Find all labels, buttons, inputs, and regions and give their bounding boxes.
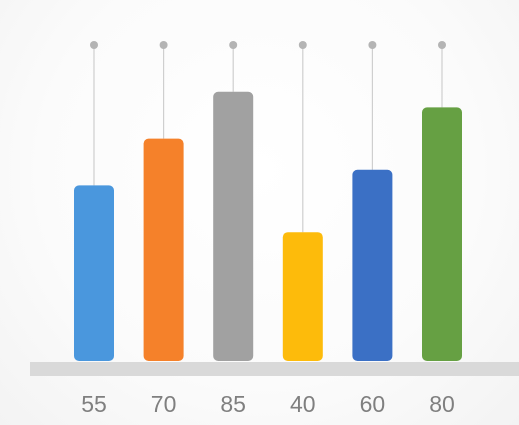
bar <box>422 107 462 362</box>
x-tick-label: 60 <box>360 391 386 417</box>
x-tick-label: 55 <box>81 391 107 417</box>
stem-dot <box>368 41 377 49</box>
bar <box>213 91 254 362</box>
stem-dot <box>159 41 168 49</box>
bar <box>282 232 323 361</box>
x-tick-label: 40 <box>290 391 316 417</box>
stem-dot <box>229 41 238 49</box>
x-tick-label: 85 <box>220 391 246 417</box>
bar-series <box>74 91 462 362</box>
bar <box>143 138 184 361</box>
x-tick-label: 80 <box>429 391 455 417</box>
stem-dot <box>90 41 98 49</box>
x-tick-labels: 55 70 85 40 60 80 <box>81 391 455 417</box>
stem-dot <box>298 41 307 49</box>
stem-dot <box>438 41 446 49</box>
x-tick-label: 70 <box>151 391 177 417</box>
bar <box>352 169 393 361</box>
chart-baseline <box>30 362 519 376</box>
bar <box>74 185 114 361</box>
stem-lines <box>90 41 446 233</box>
